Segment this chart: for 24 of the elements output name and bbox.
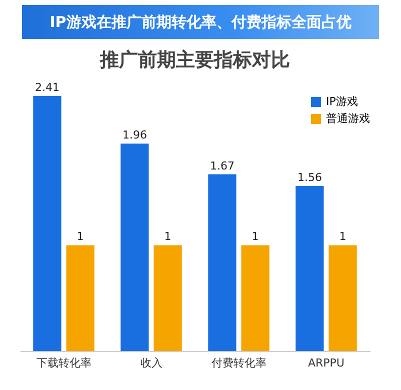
bar <box>66 245 94 351</box>
legend-label: 普通游戏 <box>326 112 370 125</box>
bar <box>296 186 324 351</box>
data-label: 2.41 <box>34 81 60 94</box>
bar <box>241 245 270 351</box>
data-label: 1.56 <box>297 170 322 184</box>
bar <box>328 245 357 351</box>
bar <box>208 174 236 351</box>
x-tick-label: 下载转化率 <box>36 356 92 370</box>
data-label: 1.96 <box>122 128 147 142</box>
x-tick-label: 付费转化率 <box>211 356 266 370</box>
bar <box>120 144 149 351</box>
bar <box>154 245 182 351</box>
chart-subtitle: 推广前期主要指标对比 <box>99 49 290 71</box>
data-label: 1 <box>76 230 84 244</box>
data-label: 1 <box>164 230 172 244</box>
bar <box>33 96 62 351</box>
x-tick-label: ARPPU <box>308 356 344 370</box>
data-label: 1 <box>339 230 346 244</box>
data-label: 1 <box>252 230 259 244</box>
x-tick-label: 收入 <box>140 356 162 370</box>
data-label: 1.67 <box>210 159 234 172</box>
chart-title: IP游戏在推广前期转化率、付费指标全面占优 <box>22 5 379 39</box>
legend-label: IP游戏 <box>326 95 358 108</box>
